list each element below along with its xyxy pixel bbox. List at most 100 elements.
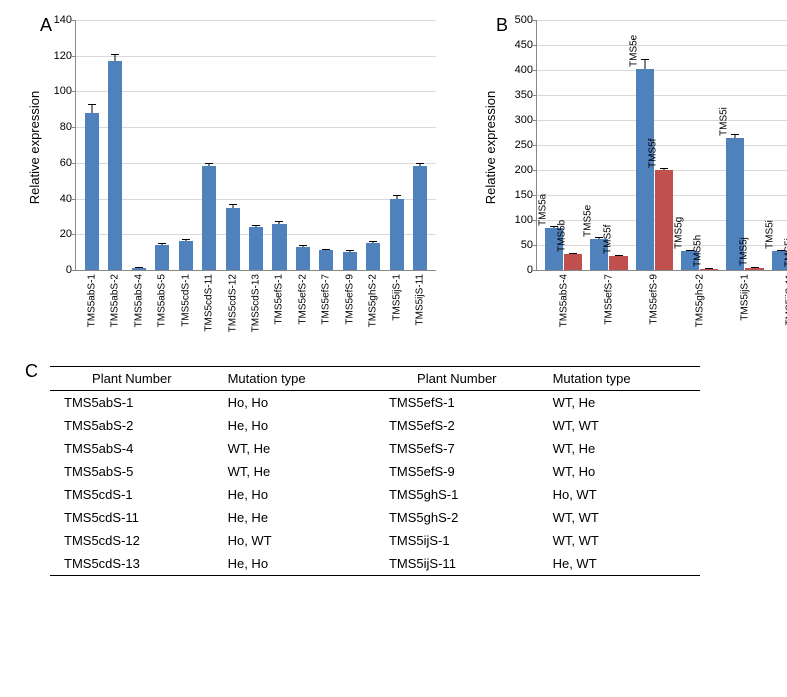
xtick-label: TMS5efS-7 bbox=[321, 274, 332, 325]
bar-annotation: TMS5j bbox=[783, 238, 787, 267]
bar-group: TMS5iTMS5j bbox=[722, 138, 767, 271]
table-row: TMS5abS-4WT, HeTMS5efS-7WT, He bbox=[50, 437, 700, 460]
bar-annotation: TMS5e bbox=[628, 35, 639, 67]
xtick-label: TMS5ijS-1 bbox=[391, 274, 402, 321]
table-cell: WT, WT bbox=[539, 414, 700, 437]
table-cell: TMS5ijS-11 bbox=[375, 552, 539, 576]
table-row: TMS5abS-2He, HoTMS5efS-2WT, WT bbox=[50, 414, 700, 437]
table-cell: TMS5abS-2 bbox=[50, 414, 214, 437]
table-cell: TMS5efS-1 bbox=[375, 391, 539, 415]
xtick-label: TMS5efS-2 bbox=[297, 274, 308, 325]
table-cell: TMS5efS-9 bbox=[375, 460, 539, 483]
bar bbox=[132, 268, 146, 270]
table-cell: He, Ho bbox=[214, 414, 375, 437]
bar-annotation: TMS5i bbox=[719, 107, 730, 136]
table-column-header: Plant Number bbox=[375, 367, 539, 391]
xtick-label: TMS5efS-9 bbox=[649, 274, 660, 325]
xtick-label: TMS5cdS-12 bbox=[227, 274, 238, 332]
bar-group-slot: TMS5aTMS5bTMS5abS-4 bbox=[541, 228, 586, 271]
table-cell: WT, He bbox=[539, 437, 700, 460]
table-cell: TMS5cdS-12 bbox=[50, 529, 214, 552]
table-cell: TMS5efS-7 bbox=[375, 437, 539, 460]
bar bbox=[343, 252, 357, 270]
bar bbox=[390, 199, 404, 270]
table-row: TMS5abS-1Ho, HoTMS5efS-1WT, He bbox=[50, 391, 700, 415]
table-cell: WT, He bbox=[214, 460, 375, 483]
panel-b-plot: 050100150200250300350400450500TMS5aTMS5b… bbox=[536, 20, 787, 271]
bar-group: TMS5eTMS5f bbox=[586, 239, 631, 270]
bar-slot: TMS5ijS-11 bbox=[409, 166, 432, 270]
bar bbox=[366, 243, 380, 270]
bar-group: TMS5eTMS5f bbox=[632, 69, 677, 270]
bar-slot: TMS5abS-4 bbox=[127, 268, 150, 270]
table-cell: WT, He bbox=[214, 437, 375, 460]
table-cell: Ho, WT bbox=[214, 529, 375, 552]
bar-slot: TMS5abS-5 bbox=[150, 245, 173, 270]
table-row: TMS5abS-5WT, HeTMS5efS-9WT, Ho bbox=[50, 460, 700, 483]
bar-annotation: TMS5h bbox=[693, 234, 704, 266]
bar-group: TMS5gTMS5h bbox=[677, 251, 722, 270]
bar-annotation: TMS5f bbox=[602, 225, 613, 254]
ytick-label: 250 bbox=[515, 139, 533, 151]
bar bbox=[85, 113, 99, 270]
xtick-label: TMS5ijS-11 bbox=[415, 274, 426, 326]
xtick-label: TMS5cdS-1 bbox=[180, 274, 191, 327]
ytick-label: 50 bbox=[521, 239, 533, 251]
table-column-header: Mutation type bbox=[539, 367, 700, 391]
ytick-label: 40 bbox=[60, 193, 72, 205]
bar-group-slot: TMS5iTMS5jTMS5ijS-11 bbox=[768, 251, 787, 270]
table-cell: WT, Ho bbox=[539, 460, 700, 483]
bar-slot: TMS5cdS-12 bbox=[221, 208, 244, 271]
table-cell: He, WT bbox=[539, 552, 700, 576]
bar-slot: TMS5efS-7 bbox=[315, 250, 338, 270]
ytick-label: 100 bbox=[515, 214, 533, 226]
bar-series-2: TMS5f bbox=[655, 170, 673, 270]
bar-group-slot: TMS5eTMS5fTMS5efS-9 bbox=[632, 69, 677, 270]
panel-b: B Relative expression 050100150200250300… bbox=[501, 20, 787, 346]
xtick-label: TMS5efS-9 bbox=[344, 274, 355, 325]
panel-a-ylabel: Relative expression bbox=[27, 91, 42, 204]
panel-a: A Relative expression 020406080100120140… bbox=[45, 20, 436, 346]
bar-slot: TMS5abS-2 bbox=[103, 61, 126, 270]
table-cell: He, Ho bbox=[214, 483, 375, 506]
panel-c-label: C bbox=[25, 361, 38, 382]
table-cell: TMS5abS-1 bbox=[50, 391, 214, 415]
table-row: TMS5cdS-1He, HoTMS5ghS-1Ho, WT bbox=[50, 483, 700, 506]
bar-series-1: TMS5e bbox=[636, 69, 654, 270]
table-cell: TMS5cdS-1 bbox=[50, 483, 214, 506]
xtick-label: TMS5abS-2 bbox=[110, 274, 121, 327]
bar-slot: TMS5efS-2 bbox=[291, 247, 314, 270]
bar-slot: TMS5cdS-11 bbox=[197, 166, 220, 270]
table-row: TMS5cdS-13He, HoTMS5ijS-11He, WT bbox=[50, 552, 700, 576]
bar bbox=[296, 247, 310, 270]
bar-group-slot: TMS5gTMS5hTMS5ghS-2 bbox=[677, 251, 722, 270]
ytick-label: 140 bbox=[54, 14, 72, 26]
bar-series-2: TMS5h bbox=[700, 269, 718, 271]
bar bbox=[179, 241, 193, 270]
table-cell: WT, WT bbox=[539, 529, 700, 552]
bar-series-2: TMS5j bbox=[745, 268, 763, 271]
ytick-label: 100 bbox=[54, 85, 72, 97]
table-cell: WT, He bbox=[539, 391, 700, 415]
table-cell: Ho, Ho bbox=[214, 391, 375, 415]
bar bbox=[226, 208, 240, 271]
bar bbox=[202, 166, 216, 270]
table-cell: TMS5ijS-1 bbox=[375, 529, 539, 552]
bar bbox=[319, 250, 333, 270]
panel-a-plot: 020406080100120140TMS5abS-1TMS5abS-2TMS5… bbox=[75, 20, 436, 271]
panel-c: C Plant NumberMutation typePlant NumberM… bbox=[50, 366, 700, 576]
bar-series-2: TMS5f bbox=[609, 256, 627, 270]
xtick-label: TMS5ijS-1 bbox=[739, 274, 750, 321]
ytick-label: 350 bbox=[515, 89, 533, 101]
ytick-mark bbox=[72, 270, 76, 271]
ytick-label: 20 bbox=[60, 228, 72, 240]
bar-annotation: TMS5g bbox=[674, 217, 685, 249]
ytick-label: 450 bbox=[515, 39, 533, 51]
panel-b-ylabel: Relative expression bbox=[483, 91, 498, 204]
bar-group-slot: TMS5iTMS5jTMS5ijS-1 bbox=[722, 138, 767, 271]
xtick-label: TMS5cdS-11 bbox=[204, 274, 215, 332]
ytick-label: 60 bbox=[60, 157, 72, 169]
xtick-label: TMS5abS-1 bbox=[86, 274, 97, 327]
ytick-mark bbox=[533, 270, 537, 271]
xtick-label: TMS5abS-4 bbox=[133, 274, 144, 327]
